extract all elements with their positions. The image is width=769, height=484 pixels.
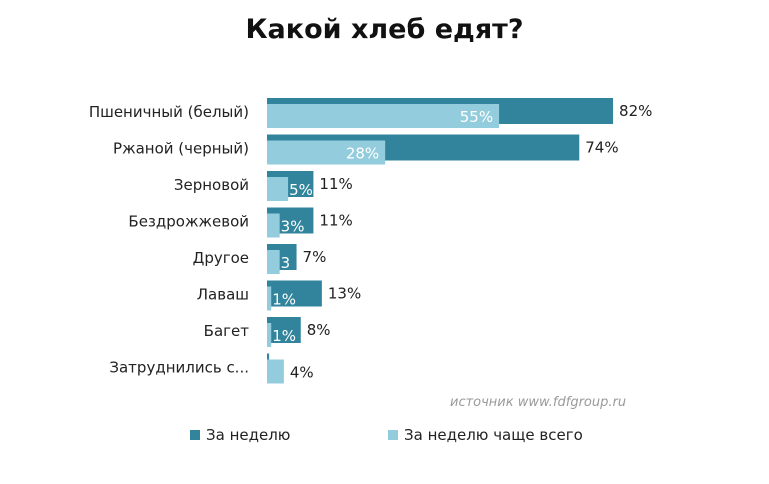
value-label-weekly: 11% [319, 212, 352, 230]
bar-weekly-most [267, 104, 500, 128]
legend-item-weekly-most: За неделю чаще всего [388, 426, 583, 444]
category-label: Бездрожжевой [128, 213, 249, 231]
category-label: Ржаной (черный) [113, 140, 249, 158]
value-label-weekly-most: 3 [281, 254, 291, 272]
chart-title: Какой хлеб едят? [245, 14, 524, 45]
category-label: Лаваш [197, 286, 249, 304]
category-label: Багет [204, 322, 250, 340]
value-label-weekly: 7% [303, 248, 327, 266]
value-label-weekly: 13% [328, 285, 361, 303]
category-label: Затруднились с... [109, 359, 249, 377]
value-label-weekly: 82% [619, 102, 652, 120]
bar-weekly-most [267, 140, 386, 165]
value-label-weekly-most: 5% [289, 181, 313, 199]
value-label-weekly-most: 28% [346, 145, 379, 163]
value-label-weekly-most: 4% [290, 364, 314, 382]
legend-swatch-weekly [190, 430, 200, 440]
value-label-weekly: 11% [319, 175, 352, 193]
value-label-weekly-most: 1% [272, 291, 296, 309]
legend-item-weekly: За неделю [190, 426, 290, 444]
category-label: Зерновой [174, 176, 249, 194]
value-label-weekly: 74% [585, 139, 618, 157]
bar-weekly-most [267, 177, 289, 201]
bar-weekly [267, 280, 322, 307]
value-label-weekly-most: 3% [281, 218, 305, 236]
value-label-weekly-most: 55% [460, 108, 493, 126]
bar-weekly-most [267, 213, 280, 238]
bar-weekly-most [267, 323, 272, 347]
legend-label-weekly-most: За неделю чаще всего [404, 426, 583, 444]
legend-swatch-weekly-most [388, 430, 398, 440]
bar-weekly-most [267, 250, 280, 274]
bar-weekly [267, 317, 301, 343]
bar-weekly-most [267, 359, 284, 384]
legend-label-weekly: За неделю [206, 426, 291, 444]
value-label-weekly: 8% [307, 321, 331, 339]
category-label: Пшеничный (белый) [89, 103, 249, 121]
source-note: источник www.fdfgroup.ru [450, 395, 627, 410]
category-label: Другое [193, 249, 249, 267]
value-label-weekly-most: 1% [272, 327, 296, 345]
bar-weekly-most [267, 286, 272, 311]
